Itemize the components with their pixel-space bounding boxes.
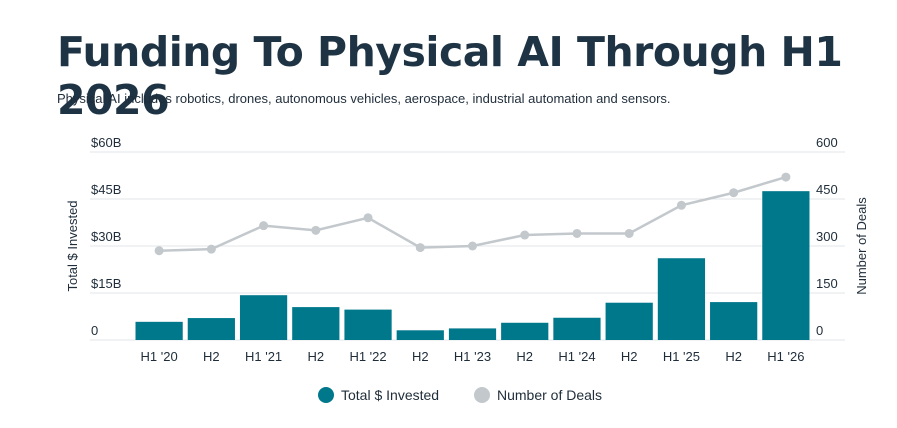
- x-tick-label: H2: [203, 349, 220, 364]
- deals-point: [624, 228, 634, 238]
- y2-axis-label: Number of Deals: [854, 197, 869, 295]
- deals-point: [468, 241, 477, 251]
- bar: [710, 302, 758, 340]
- legend-marker-total-invested: [318, 387, 334, 403]
- deals-point: [520, 230, 530, 240]
- deals-point: [154, 246, 164, 256]
- x-tick-label: H1 '20: [141, 349, 178, 364]
- x-axis-ticks: H1 '20 H2 H1 '21 H2 H1 '22 H2 H1 '23 H2 H1 '24 H2…: [141, 349, 805, 364]
- x-tick-label: H1 '26: [767, 349, 804, 364]
- chart-title: Funding To Physical AI Through H1 2026: [57, 28, 843, 124]
- y-axis-label: Total $ Invested: [65, 200, 80, 291]
- bar: [344, 309, 392, 340]
- deals-point: [676, 200, 686, 210]
- y-tick-label: $45B: [91, 182, 121, 197]
- bar: [396, 330, 444, 340]
- bar: [135, 321, 183, 340]
- bar-series: [135, 191, 810, 340]
- x-tick-label: H1 '22: [349, 349, 386, 364]
- x-tick-label: H2: [307, 349, 324, 364]
- y-tick-label: 0: [91, 323, 98, 338]
- y2-tick-label: 0: [816, 323, 823, 338]
- bar: [448, 328, 497, 340]
- deals-point: [572, 228, 582, 238]
- deals-point: [415, 243, 425, 253]
- x-tick-label: H1 '24: [558, 349, 595, 364]
- y-tick-label: $30B: [91, 229, 121, 244]
- bar: [501, 322, 549, 340]
- bar: [292, 307, 340, 340]
- y2-tick-label: 150: [816, 276, 838, 291]
- legend: Total $ Invested Number of Deals: [318, 387, 602, 403]
- x-tick-label: H2: [516, 349, 533, 364]
- deals-point: [781, 172, 791, 182]
- deals-point: [259, 221, 269, 231]
- deals-line: [159, 175, 787, 252]
- y-tick-label: $15B: [91, 276, 121, 291]
- y2-tick-label: 600: [816, 135, 838, 150]
- x-tick-label: H2: [412, 349, 429, 364]
- right-axis-ticks: 0 150 300 450 600: [816, 135, 838, 338]
- deals-point: [729, 188, 739, 198]
- x-tick-label: H1 '25: [663, 349, 700, 364]
- y2-tick-label: 450: [816, 182, 838, 197]
- bar: [553, 317, 601, 340]
- y-tick-label: $60B: [91, 135, 121, 150]
- x-tick-label: H1 '21: [245, 349, 282, 364]
- x-tick-label: H1 '23: [454, 349, 491, 364]
- left-axis-ticks: 0 $15B $30B $45B $60B: [91, 135, 121, 338]
- deals-point: [311, 225, 321, 235]
- bar: [762, 191, 810, 340]
- x-tick-label: H2: [725, 349, 742, 364]
- bar: [657, 258, 706, 340]
- legend-marker-number-of-deals: [474, 387, 490, 403]
- deals-point: [363, 213, 373, 223]
- chart-subtitle: Physical AI includes robotics, drones, a…: [57, 91, 671, 106]
- y2-tick-label: 300: [816, 229, 838, 244]
- bar: [187, 318, 235, 340]
- bar: [239, 295, 288, 340]
- legend-label-total-invested: Total $ Invested: [341, 387, 439, 403]
- legend-label-number-of-deals: Number of Deals: [497, 387, 602, 403]
- deals-point: [206, 244, 216, 254]
- x-tick-label: H2: [621, 349, 638, 364]
- line-series: [154, 172, 791, 256]
- bar: [605, 302, 653, 340]
